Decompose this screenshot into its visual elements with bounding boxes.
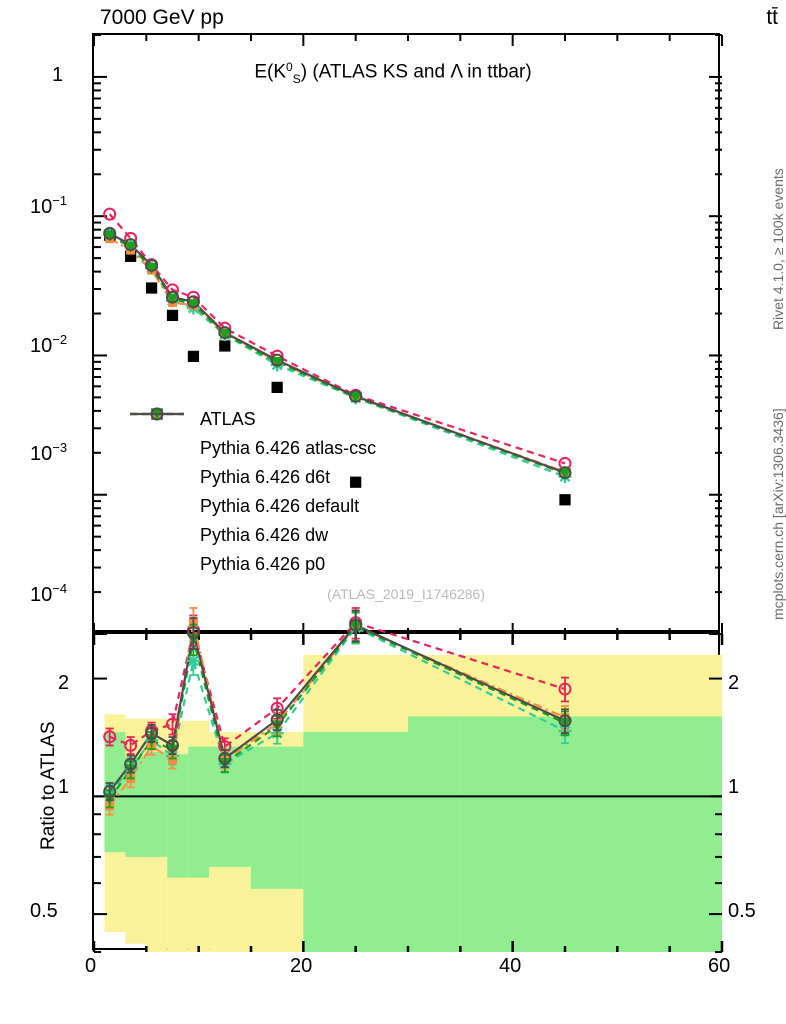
legend-item-4: Pythia 6.426 dw	[128, 408, 376, 549]
process-label: tt̄	[766, 6, 778, 29]
legend: ATLAS Pythia 6.426 atlas-csc Pythia 6.426 …	[128, 404, 376, 578]
ratio-ytick-2-left: 2	[58, 672, 70, 694]
xtick-40: 40	[499, 955, 522, 977]
legend-label-2: Pythia 6.426 d6t	[200, 466, 331, 487]
rivet-version-note: Rivet 4.1.0, ≥ 100k events	[770, 168, 786, 330]
ratio-ytick-05-left: 0.5	[30, 900, 58, 922]
legend-label-1: Pythia 6.426 atlas-csc	[200, 437, 377, 458]
ratio-ytick-2-right: 2	[728, 672, 740, 694]
beam-energy-label: 7000 GeV pp	[100, 6, 224, 29]
analysis-id-watermark: (ATLAS_2019_I1746286)	[327, 586, 485, 602]
legend-swatch-circle-open-icon	[128, 407, 186, 574]
legend-swatch-square-filled-icon	[128, 409, 186, 516]
ratio-plot-canvas	[92, 607, 724, 953]
legend-swatch-circle-open-icon	[128, 407, 186, 458]
ratio-ytick-1-left: 1	[58, 776, 70, 798]
main-plot-canvas	[93, 34, 723, 635]
ratio-plot-panel	[92, 607, 724, 953]
legend-item-1: Pythia 6.426 atlas-csc	[128, 407, 377, 462]
ratio-ytick-05-right: 0.5	[728, 900, 756, 922]
legend-label-5: Pythia 6.426 p0	[200, 553, 326, 574]
mcplots-source-note: mcplots.cern.ch [arXiv:1306.3436]	[770, 408, 786, 620]
ratio-axis-label: Ratio to ATLAS	[38, 721, 59, 851]
legend-swatch-star-icon	[128, 407, 186, 487]
legend-item-5: Pythia 6.426 p0	[128, 407, 376, 578]
ratio-ytick-1-right: 1	[728, 776, 740, 798]
legend-swatch-triangle-down-icon	[128, 408, 186, 545]
ytick-1: 1	[52, 64, 64, 86]
xtick-20: 20	[290, 955, 313, 977]
ytick-1e-1: 10−1	[30, 193, 68, 218]
ytick-1e-3: 10−3	[30, 440, 68, 465]
ytick-1e-4: 10−4	[30, 581, 68, 606]
xtick-60: 60	[708, 955, 731, 977]
legend-item-3: Pythia 6.426 default	[128, 409, 376, 520]
xtick-0: 0	[85, 955, 97, 977]
legend-item-2: Pythia 6.426 d6t	[128, 407, 376, 491]
legend-label-3: Pythia 6.426 default	[200, 495, 360, 516]
legend-label-4: Pythia 6.426 dw	[200, 524, 329, 545]
legend-label-0: ATLAS	[200, 408, 256, 429]
main-plot-panel	[92, 33, 723, 635]
ytick-1e-2: 10−2	[30, 332, 68, 357]
